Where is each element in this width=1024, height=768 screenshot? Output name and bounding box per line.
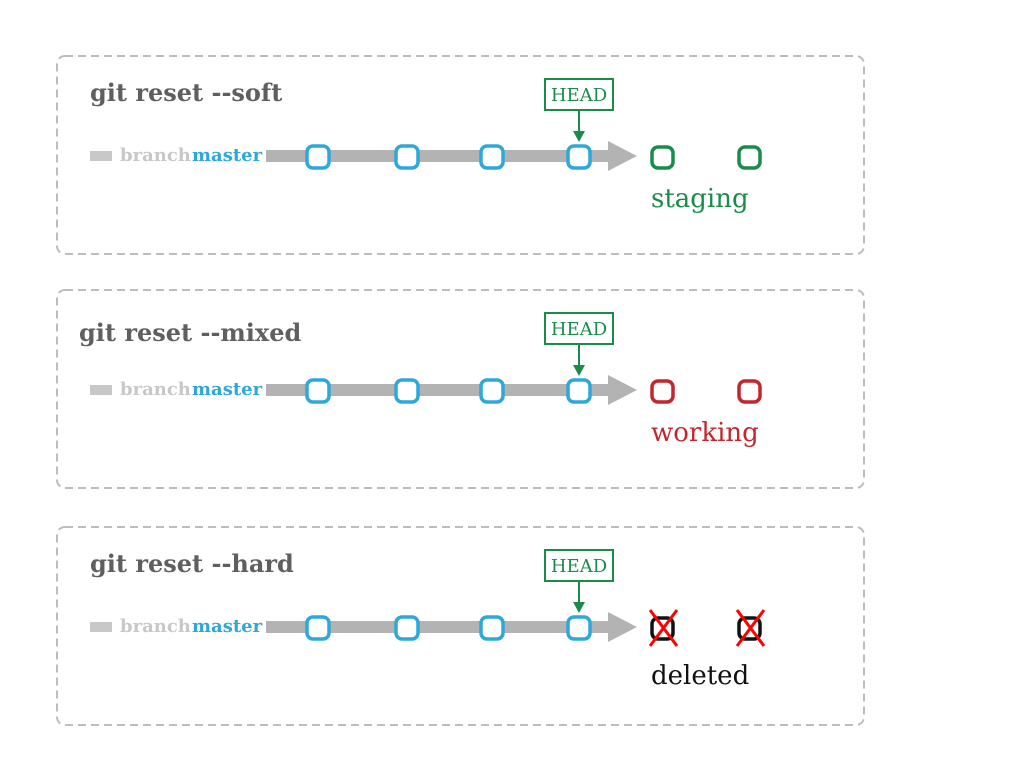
panel-title: git reset --soft xyxy=(90,78,282,107)
state-label: staging xyxy=(651,184,749,214)
commit-node xyxy=(479,144,505,170)
panel-border xyxy=(56,289,865,489)
timeline-arrow-head xyxy=(608,375,637,405)
state-label: working xyxy=(651,418,759,448)
branch-stub xyxy=(90,622,112,632)
branch-word: branch xyxy=(120,145,191,166)
branch-stub xyxy=(90,385,112,395)
panel-mixed: git reset --mixed branch master HEAD wor… xyxy=(56,289,865,489)
head-label: HEAD xyxy=(551,319,607,340)
commit-node xyxy=(479,378,505,404)
head-label: HEAD xyxy=(551,556,607,577)
branch-name: master xyxy=(192,616,263,637)
state-label: deleted xyxy=(651,661,749,691)
delete-x-mark xyxy=(735,609,766,647)
panel-border xyxy=(56,526,865,726)
commit-node-head xyxy=(566,144,592,170)
panel-hard: git reset --hard branch master HEAD dele… xyxy=(56,526,865,726)
branch-word: branch xyxy=(120,616,191,637)
branch-name: master xyxy=(192,145,263,166)
head-box xyxy=(544,312,614,345)
staged-change-node xyxy=(737,145,762,170)
commit-node xyxy=(305,144,331,170)
timeline-arrow-shaft xyxy=(266,150,612,162)
delete-x-mark xyxy=(648,609,679,647)
deleted-change-node xyxy=(735,609,766,647)
timeline-arrow-shaft xyxy=(266,384,612,396)
working-change-node xyxy=(650,379,675,404)
timeline-arrow-head xyxy=(608,141,637,171)
commit-node xyxy=(394,615,420,641)
working-change-node xyxy=(737,379,762,404)
commit-node-head xyxy=(566,615,592,641)
head-label: HEAD xyxy=(551,85,607,106)
commit-node xyxy=(394,378,420,404)
commit-node-head xyxy=(566,378,592,404)
panel-title: git reset --hard xyxy=(90,549,294,578)
head-box xyxy=(544,78,614,111)
commit-node xyxy=(305,378,331,404)
panel-title: git reset --mixed xyxy=(79,318,301,347)
commit-node xyxy=(305,615,331,641)
branch-word: branch xyxy=(120,379,191,400)
panel-soft: git reset --soft branch master HEAD stag… xyxy=(56,55,865,255)
deleted-change-node xyxy=(648,609,679,647)
timeline-arrow-shaft xyxy=(266,621,612,633)
head-pointer-tip xyxy=(573,131,585,142)
timeline-arrow-head xyxy=(608,612,637,642)
panel-border xyxy=(56,55,865,255)
commit-node xyxy=(479,615,505,641)
head-pointer-tip xyxy=(573,365,585,376)
commit-node xyxy=(394,144,420,170)
branch-name: master xyxy=(192,379,263,400)
branch-stub xyxy=(90,151,112,161)
head-pointer-tip xyxy=(573,602,585,613)
staged-change-node xyxy=(650,145,675,170)
